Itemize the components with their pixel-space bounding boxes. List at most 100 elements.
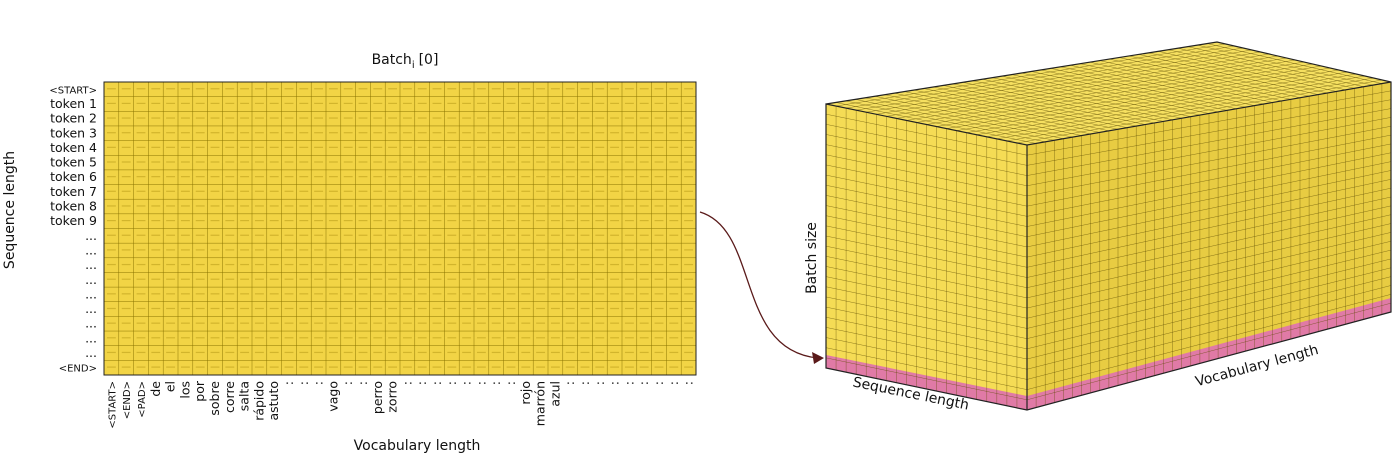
heatmap-cell-glyph: [166, 366, 176, 368]
heatmap-cell-glyph: [610, 249, 620, 251]
heatmap-cell-glyph: [225, 307, 235, 310]
heatmap-cell-glyph: [299, 337, 309, 339]
heatmap-cell-glyph: [314, 366, 324, 368]
heatmap-cell-glyph: [580, 337, 590, 339]
heatmap-cell-glyph: [343, 220, 353, 222]
heatmap-cell-glyph: [269, 176, 279, 178]
heatmap-cell-glyph: [624, 205, 634, 207]
heatmap-cell-glyph: [580, 205, 590, 207]
cube-grid-line: [825, 124, 1028, 166]
cube-grid-line: [825, 235, 1028, 278]
heatmap-cell-glyph: [550, 278, 560, 280]
heatmap-cell-glyph: [565, 337, 575, 339]
heatmap-cell-glyph: [166, 161, 176, 163]
heatmap-cell-glyph: [358, 146, 368, 148]
heatmap-cell-glyph: [521, 132, 531, 134]
heatmap-cell-glyph: [180, 337, 190, 339]
col-label: :: [503, 381, 518, 385]
cube-grid-line: [1026, 285, 1392, 380]
heatmap-cell-glyph: [476, 88, 486, 90]
cube-grid-line: [845, 100, 1046, 143]
heatmap-cell-glyph: [240, 176, 250, 178]
heatmap-cell-glyph: [669, 307, 679, 310]
heatmap-cell-glyph: [580, 278, 590, 280]
heatmap-cell-glyph: [269, 322, 279, 324]
heatmap-cell-glyph: [180, 234, 190, 236]
heatmap-cell-glyph: [506, 88, 516, 90]
heatmap-cell-glyph: [328, 337, 338, 339]
heatmap-cell-glyph: [269, 102, 279, 104]
heatmap-cell-glyph: [358, 249, 368, 251]
row-label: ...: [85, 228, 97, 243]
heatmap-cell-glyph: [269, 161, 279, 163]
cube-grid-line: [1026, 90, 1392, 156]
heatmap-cell-glyph: [595, 234, 605, 236]
heatmap-cell-glyph: [402, 176, 412, 178]
heatmap-cell-glyph: [521, 117, 531, 119]
row-label: ...: [85, 272, 97, 287]
heatmap-cell-glyph: [476, 234, 486, 236]
heatmap-cell-glyph: [417, 161, 427, 163]
heatmap-cell-glyph: [639, 307, 649, 310]
cube-grid-line: [825, 306, 1028, 350]
heatmap-cell-glyph: [254, 351, 264, 354]
heatmap-cell-glyph: [269, 293, 279, 295]
heatmap-cell-glyph: [299, 307, 309, 310]
heatmap-cell-glyph: [388, 234, 398, 236]
heatmap-cell-glyph: [343, 234, 353, 236]
heatmap-cell-glyph: [121, 278, 131, 280]
heatmap-cell-glyph: [595, 102, 605, 104]
heatmap-cell-glyph: [210, 102, 220, 104]
heatmap-cell-glyph: [669, 132, 679, 134]
heatmap-cell-glyph: [506, 366, 516, 368]
heatmap-cell-glyph: [343, 249, 353, 251]
heatmap-cell-glyph: [195, 132, 205, 134]
heatmap-cell-glyph: [314, 351, 324, 354]
heatmap-cell-glyph: [240, 278, 250, 280]
heatmap-cell-glyph: [136, 263, 146, 266]
heatmap-cell-glyph: [624, 307, 634, 310]
heatmap-cell-glyph: [388, 263, 398, 266]
heatmap-cell-glyph: [210, 366, 220, 368]
heatmap-cell-glyph: [225, 322, 235, 324]
cube-grid-line: [1026, 134, 1392, 207]
heatmap-cell-glyph: [432, 102, 442, 104]
heatmap-cell-glyph: [595, 278, 605, 280]
heatmap-title-main: Batch: [372, 52, 412, 68]
heatmap-cell-glyph: [565, 351, 575, 354]
cube-grid-line: [1168, 49, 1346, 91]
heatmap-cell-glyph: [328, 322, 338, 324]
heatmap-cell-glyph: [358, 234, 368, 236]
heatmap-cell-glyph: [669, 102, 679, 104]
heatmap-cell-glyph: [654, 293, 664, 295]
heatmap-cell-glyph: [550, 293, 560, 295]
heatmap-cell-glyph: [654, 146, 664, 148]
heatmap-cell-glyph: [151, 190, 161, 192]
cube-grid-line: [1026, 152, 1392, 227]
heatmap-cell-glyph: [136, 88, 146, 90]
heatmap-cell-glyph: [254, 88, 264, 90]
heatmap-cell-glyph: [684, 337, 694, 339]
heatmap-cell-glyph: [565, 366, 575, 368]
heatmap-cell-glyph: [180, 278, 190, 280]
heatmap-cell-glyph: [136, 234, 146, 236]
heatmap-cell-glyph: [358, 337, 368, 339]
heatmap-cell-glyph: [121, 307, 131, 310]
heatmap-cell-glyph: [240, 307, 250, 310]
cube-top-face: [826, 42, 1391, 145]
heatmap-cell-glyph: [388, 351, 398, 354]
heatmap-cell-glyph: [373, 205, 383, 207]
heatmap-cell-glyph: [402, 249, 412, 251]
heatmap-cell-glyph: [417, 307, 427, 310]
heatmap-cell-glyph: [269, 146, 279, 148]
heatmap-cell-glyph: [402, 351, 412, 354]
heatmap-cell-glyph: [550, 161, 560, 163]
heatmap-cell-glyph: [136, 278, 146, 280]
heatmap-cell-glyph: [417, 351, 427, 354]
heatmap-cell-glyph: [565, 263, 575, 266]
heatmap-cell-glyph: [521, 102, 531, 104]
cube-grid-line: [1026, 117, 1392, 186]
heatmap-cell-glyph: [624, 249, 634, 251]
heatmap-cell-glyph: [684, 88, 694, 90]
heatmap-cell-glyph: [299, 278, 309, 280]
